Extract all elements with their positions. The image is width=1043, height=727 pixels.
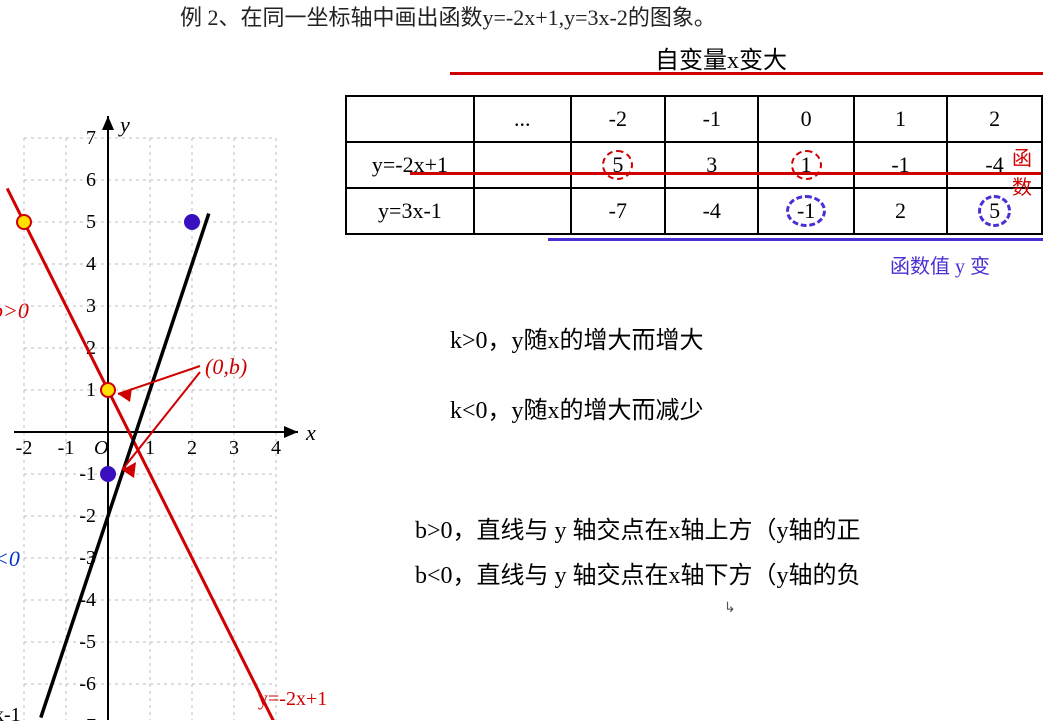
red-bar-mid (410, 172, 1041, 175)
row2-c3: -1 (758, 188, 853, 234)
svg-text:-1: -1 (58, 437, 75, 459)
row1-c3: 1 (758, 142, 853, 188)
svg-text:5: 5 (86, 211, 96, 233)
b-greater-zero-label: b>0 (0, 298, 29, 324)
hdr-blank (346, 96, 474, 142)
value-table: ... -2 -1 0 1 2 y=-2x+1 5 3 1 -1 -4 y=3x… (345, 95, 1043, 235)
svg-text:-2: -2 (79, 505, 96, 527)
svg-text:7: 7 (86, 127, 96, 149)
red-bar-top (450, 72, 1043, 75)
purple-side-label: 函数值 y 变 (890, 250, 990, 279)
circled-value: 5 (602, 150, 633, 180)
row1-c1: 5 (571, 142, 666, 188)
row2-c2: -4 (665, 188, 758, 234)
purple-bar (548, 238, 1043, 241)
red-side-label: 函数 (1012, 142, 1043, 200)
svg-text:1: 1 (86, 379, 96, 401)
b-pos-text: b>0，直线与 y 轴交点在x轴上方（y轴的正 (415, 510, 861, 545)
row2-label: y=3x-1 (346, 188, 474, 234)
table-row: y=-2x+1 5 3 1 -1 -4 (346, 142, 1042, 188)
x-increase-label: 自变量x变大 (655, 40, 787, 75)
svg-text:3: 3 (86, 295, 96, 317)
cursor-icon: ↳ (724, 600, 736, 617)
table-row: y=3x-1 -7 -4 -1 2 5 (346, 188, 1042, 234)
circled-value: 5 (978, 195, 1011, 227)
x-minus-1-label: x-1 (0, 704, 21, 727)
svg-text:x: x (305, 420, 316, 445)
svg-text:2: 2 (187, 437, 197, 459)
b-less-zero-label: <0 (0, 546, 20, 572)
row1-c4: -1 (854, 142, 947, 188)
row1-c2: 3 (665, 142, 758, 188)
k-pos-text: k>0，y随x的增大而增大 (450, 320, 704, 355)
hdr-1: 1 (854, 96, 947, 142)
hdr-0: 0 (758, 96, 853, 142)
hdr-2: 2 (947, 96, 1042, 142)
svg-text:-7: -7 (79, 715, 96, 720)
svg-text:4: 4 (271, 437, 281, 459)
example-title: 例 2、在同一坐标轴中画出函数y=-2x+1,y=3x-2的图象。 (180, 0, 716, 32)
row2-c4: 2 (854, 188, 947, 234)
svg-text:6: 6 (86, 169, 96, 191)
hdr-n2: -2 (571, 96, 666, 142)
circled-value: -1 (786, 195, 826, 227)
coordinate-graph: -2-11234-7-6-5-4-3-2-11234567Oxy (0, 60, 340, 720)
svg-text:-5: -5 (79, 631, 96, 653)
svg-text:-6: -6 (79, 673, 96, 695)
row1-label: y=-2x+1 (346, 142, 474, 188)
svg-text:-2: -2 (16, 437, 33, 459)
zero-b-label: (0,b) (205, 354, 247, 380)
k-neg-text: k<0，y随x的增大而减少 (450, 390, 704, 425)
red-line-eq-label: y=-2x+1 (258, 688, 327, 711)
row2-c1: -7 (571, 188, 666, 234)
svg-text:4: 4 (86, 253, 96, 275)
svg-text:y: y (118, 112, 130, 137)
circled-value: 1 (791, 150, 822, 180)
row1-c0 (474, 142, 571, 188)
svg-text:-1: -1 (79, 463, 96, 485)
b-neg-text: b<0，直线与 y 轴交点在x轴下方（y轴的负 (415, 555, 861, 590)
hdr-n1: -1 (665, 96, 758, 142)
row2-c0 (474, 188, 571, 234)
table-header-row: ... -2 -1 0 1 2 (346, 96, 1042, 142)
svg-text:O: O (94, 437, 108, 459)
hdr-dots: ... (474, 96, 571, 142)
svg-text:3: 3 (229, 437, 239, 459)
